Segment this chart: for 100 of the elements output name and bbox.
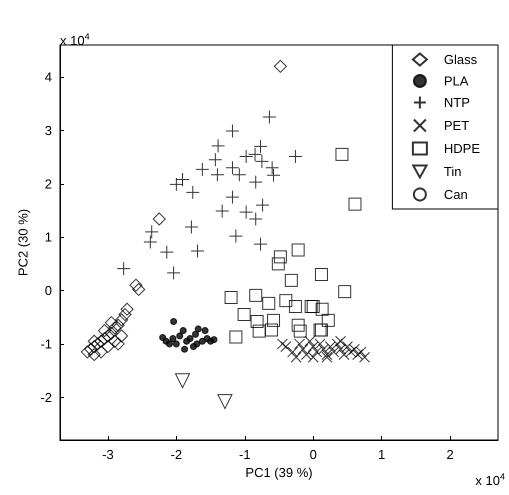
point: [101, 340, 114, 354]
point: [184, 220, 198, 234]
y-tick-label: -2: [40, 390, 52, 405]
point: [112, 318, 125, 332]
point: [290, 352, 302, 363]
legend-label: HDPE: [444, 141, 480, 156]
point: [292, 243, 305, 256]
point: [215, 204, 230, 218]
point: [238, 308, 251, 322]
legend-label: Tin: [444, 164, 462, 179]
point: [274, 250, 287, 264]
point: [274, 60, 287, 73]
point: [169, 335, 176, 342]
point: [316, 302, 329, 316]
point: [116, 262, 131, 276]
point: [276, 338, 288, 350]
point: [256, 198, 270, 212]
x-tick-label: -3: [102, 447, 114, 462]
point: [181, 346, 188, 353]
point: [250, 315, 264, 328]
point: [160, 245, 174, 260]
point: [280, 341, 292, 352]
point: [186, 335, 194, 342]
point: [322, 314, 335, 327]
point: [176, 332, 184, 340]
point: [265, 160, 280, 175]
point: [348, 198, 362, 211]
point: [304, 336, 316, 347]
legend-label: NTP: [444, 95, 470, 110]
point: [262, 110, 276, 124]
point: [248, 212, 263, 226]
y-tick-label: 0: [44, 283, 52, 298]
point: [192, 330, 200, 338]
point: [356, 346, 367, 358]
point: [193, 340, 200, 348]
legend-label: PET: [444, 118, 470, 133]
point: [132, 282, 146, 296]
point: [266, 168, 281, 182]
point: [202, 327, 209, 334]
point: [115, 329, 128, 342]
point: [262, 296, 276, 310]
point: [166, 266, 181, 280]
point: [248, 175, 263, 190]
point: [342, 341, 353, 352]
point: [338, 285, 352, 298]
point: [91, 337, 104, 350]
point: [300, 349, 312, 360]
x-tick-label: -2: [170, 447, 182, 462]
point: [94, 345, 108, 358]
point: [297, 344, 308, 355]
point: [284, 274, 298, 287]
x-tick-label: 0: [310, 447, 317, 462]
point: [144, 224, 159, 239]
point: [129, 278, 142, 292]
point: [194, 325, 202, 332]
point: [112, 337, 125, 350]
point: [210, 168, 224, 182]
point: [104, 326, 118, 340]
point: [338, 349, 350, 360]
x-tick-label: 1: [378, 447, 386, 462]
point: [239, 205, 254, 220]
x-tick-label: 2: [446, 447, 454, 462]
point: [328, 346, 340, 358]
point: [169, 177, 184, 192]
point: [292, 318, 305, 332]
point: [210, 336, 218, 344]
point: [115, 313, 128, 326]
point: [264, 324, 278, 337]
point: [84, 342, 98, 356]
point: [352, 349, 364, 360]
point: [345, 346, 356, 358]
point: [94, 334, 108, 348]
point: [172, 340, 180, 348]
point: [88, 334, 101, 348]
point: [98, 332, 111, 346]
point: [108, 334, 122, 348]
point: [279, 294, 292, 308]
point: [208, 152, 222, 167]
legend-label: Can: [444, 187, 468, 202]
point: [321, 352, 332, 363]
point: [152, 212, 166, 226]
point: [254, 139, 268, 154]
point: [80, 345, 94, 358]
point: [180, 327, 187, 334]
point: [211, 138, 226, 153]
point: [287, 346, 298, 358]
point: [348, 344, 360, 355]
legend-label: Glass: [444, 52, 478, 67]
point: [190, 244, 205, 258]
point: [217, 394, 232, 410]
point: [186, 185, 200, 200]
point: [101, 329, 114, 342]
point: [229, 330, 242, 344]
x-tick-label: -1: [239, 447, 251, 462]
point: [224, 290, 238, 304]
point: [170, 318, 178, 325]
point: [267, 314, 280, 327]
point: [294, 324, 307, 338]
y-tick-label: 2: [44, 176, 52, 192]
y-axis-title: PC2 (30 %): [16, 208, 31, 276]
